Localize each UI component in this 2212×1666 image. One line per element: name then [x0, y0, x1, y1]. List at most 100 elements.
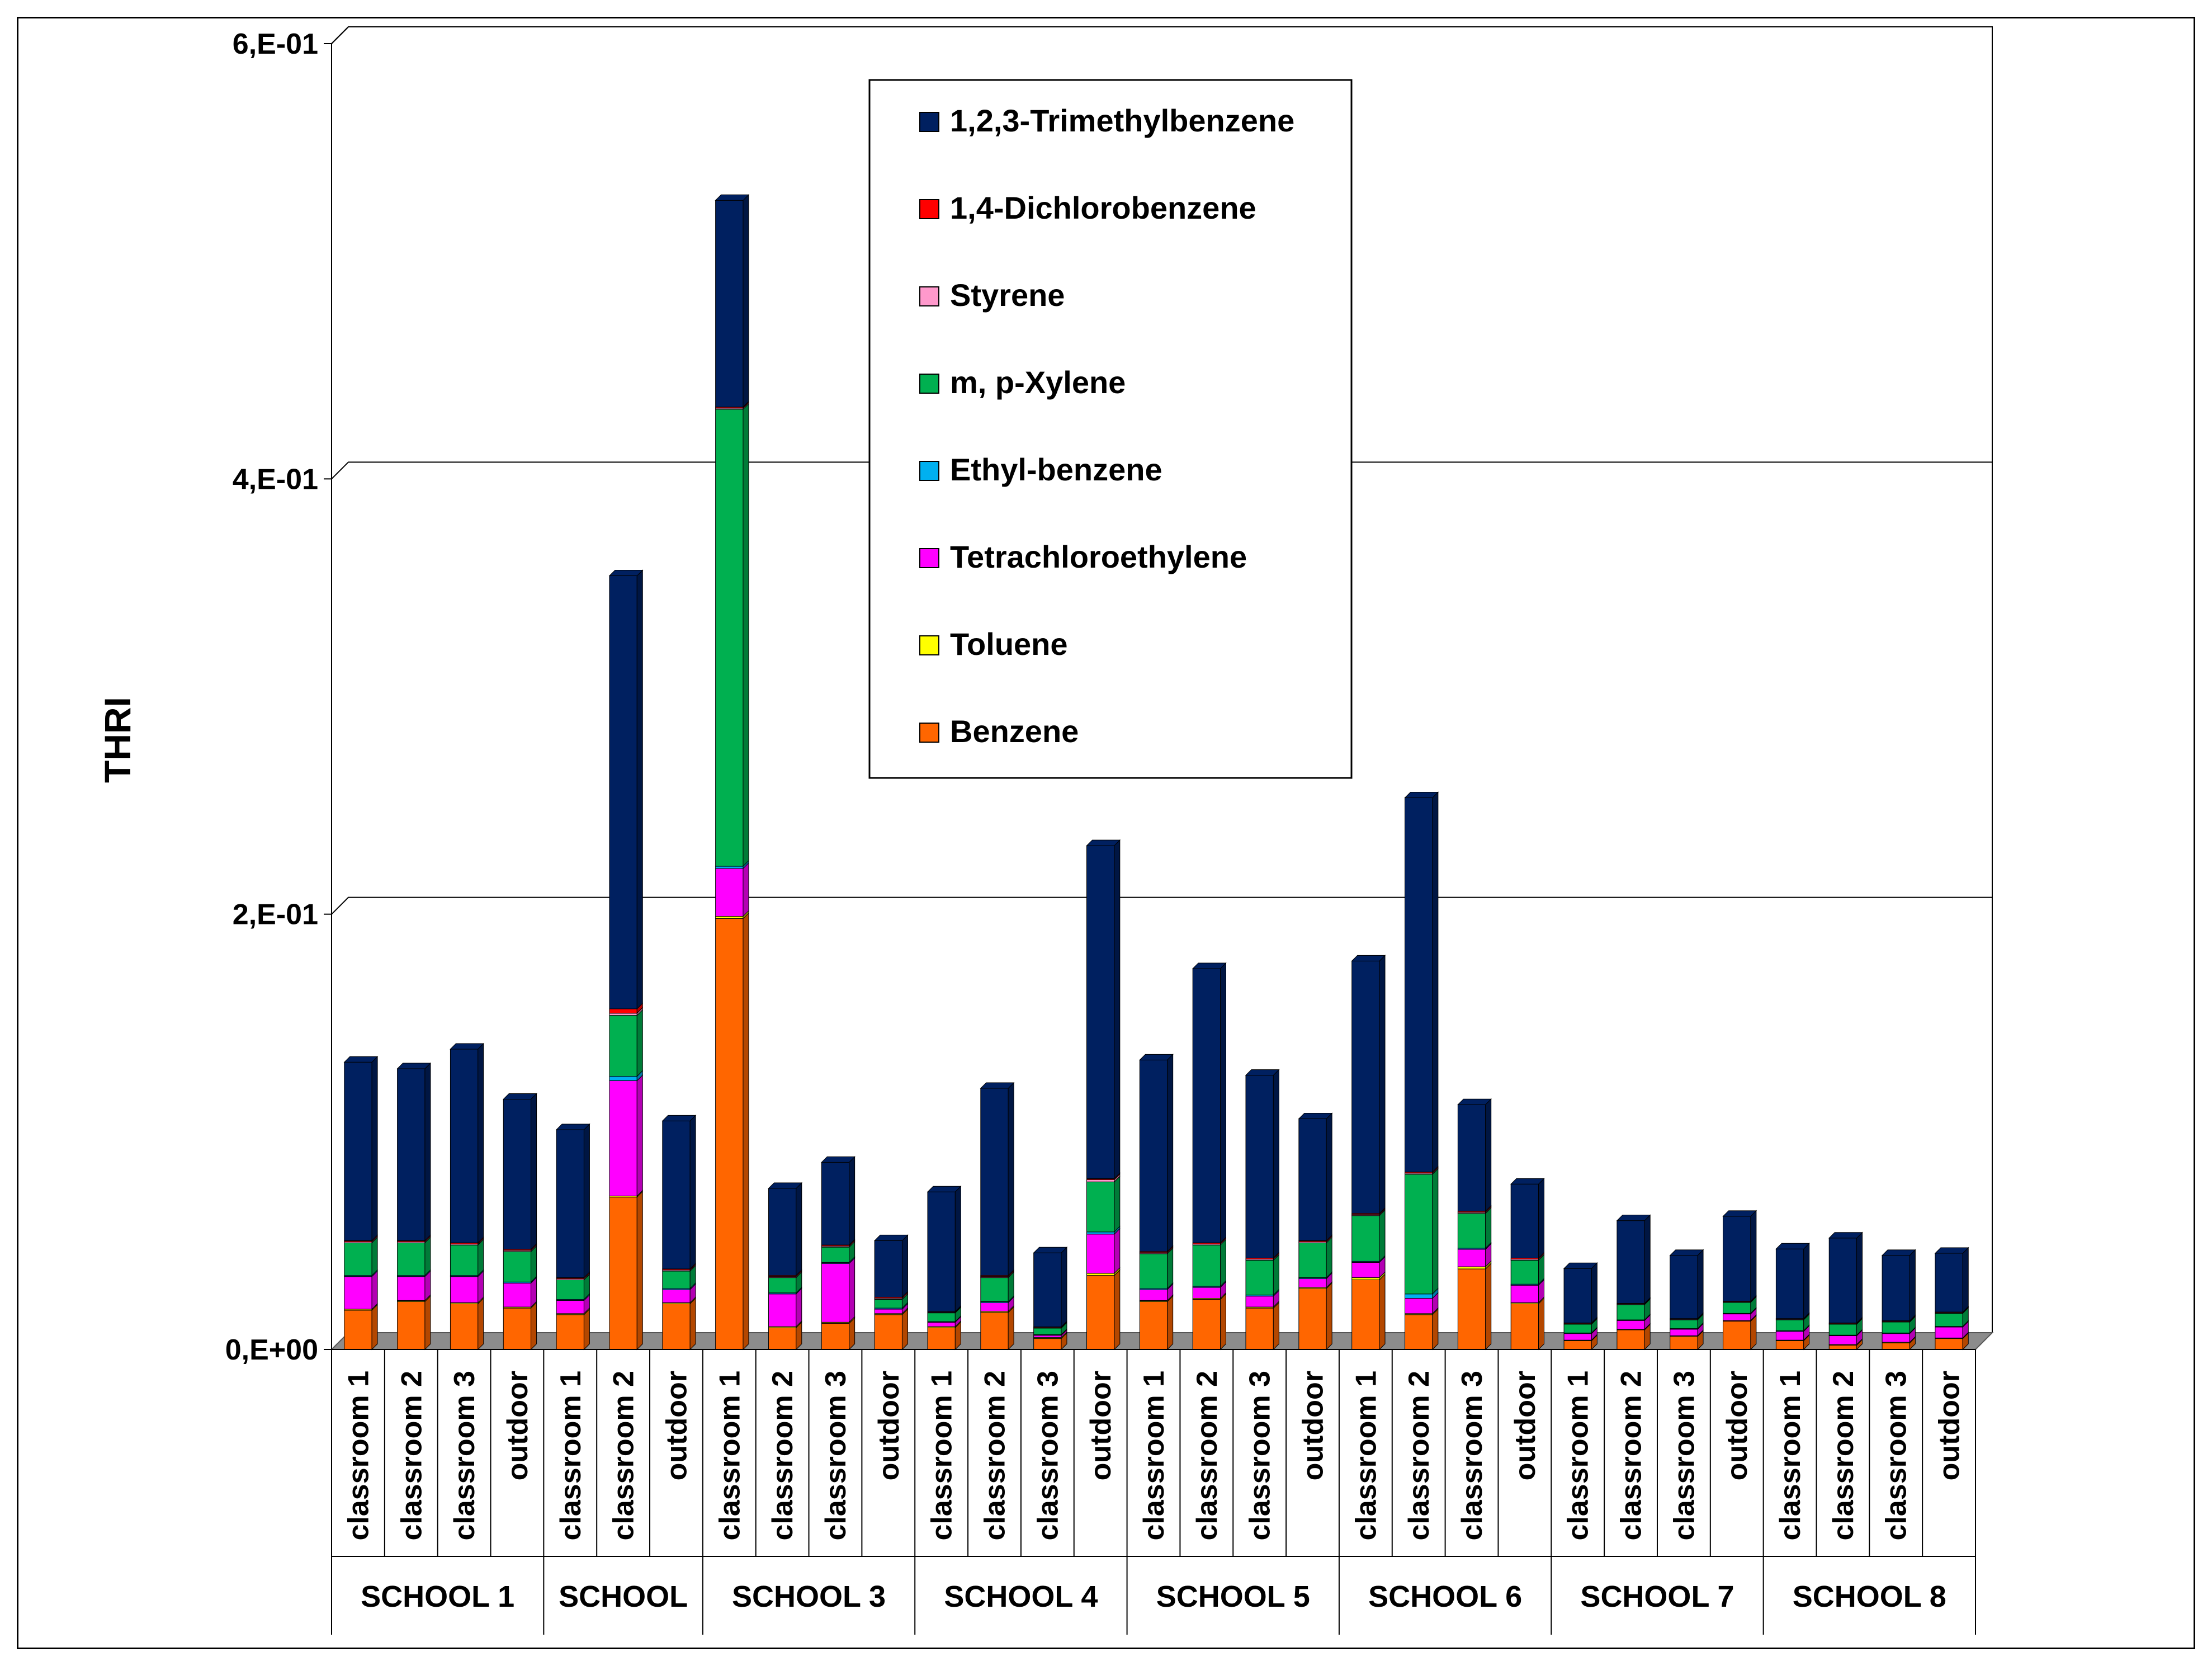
x-category-label: classroom 2: [1191, 1371, 1223, 1541]
legend-swatch: [919, 723, 939, 743]
bar-segment: [1882, 1255, 1910, 1322]
bar-segment: [1617, 1220, 1645, 1304]
bar-segment: [1723, 1216, 1751, 1302]
bar-segment: [503, 1098, 532, 1250]
bar-segment: [1086, 1273, 1115, 1276]
legend-label: 1,4-Dichlorobenzene: [950, 190, 1256, 225]
legend-swatch: [919, 112, 939, 132]
x-category-label: classroom 1: [342, 1371, 375, 1541]
bar-top: [1033, 1247, 1068, 1253]
bar-segment-side: [954, 1186, 961, 1313]
x-category-label: outdoor: [1509, 1371, 1542, 1480]
bar-segment: [1723, 1302, 1751, 1314]
bar-segment: [344, 1276, 372, 1310]
bar-top: [1351, 955, 1386, 961]
bar-segment-side: [1273, 1069, 1279, 1259]
bar-segment: [1775, 1331, 1804, 1341]
bar-top: [1192, 962, 1227, 969]
x-group-label: SCHOOL 7: [1580, 1580, 1734, 1613]
bar-segment: [1617, 1304, 1645, 1320]
bar-segment: [1510, 1285, 1539, 1303]
bar-segment-side: [1167, 1247, 1174, 1290]
bar-segment: [397, 1242, 426, 1276]
bar-top: [1298, 1112, 1333, 1119]
bar-segment: [609, 1008, 637, 1014]
bar-segment: [1192, 1287, 1221, 1299]
bar-segment: [1405, 1314, 1433, 1350]
bar-segment: [1351, 1262, 1380, 1278]
bar-segment: [1882, 1322, 1910, 1333]
bar-segment: [1405, 1298, 1433, 1314]
bar-segment: [1351, 1279, 1380, 1350]
x-group-label: SCHOOL: [559, 1580, 688, 1613]
bar-segment-side: [424, 1236, 431, 1276]
bar-segment-side: [743, 912, 749, 1351]
bar-segment-side: [1379, 1273, 1386, 1351]
x-category-label: outdoor: [1085, 1371, 1117, 1480]
bar-segment-side: [743, 862, 749, 917]
y-axis: 0,E+00 2,E-01 4,E-01 6,E-01: [225, 26, 349, 1366]
bar-top: [715, 194, 750, 201]
bar-segment-side: [478, 1297, 484, 1351]
bar-segment: [556, 1279, 584, 1300]
gridline: [331, 461, 1992, 480]
bar-top: [768, 1182, 802, 1189]
bar-segment-side: [1644, 1214, 1651, 1304]
bar-segment: [1563, 1324, 1592, 1333]
bar-segment: [662, 1289, 691, 1303]
bar-segment: [609, 1013, 637, 1016]
legend-swatch: [919, 635, 939, 655]
bar-segment-side: [1538, 1178, 1545, 1259]
x-category-label: classroom 1: [1562, 1371, 1595, 1541]
legend-box: [868, 79, 1353, 779]
bar-segment: [1935, 1338, 1963, 1350]
bar-segment: [927, 1313, 956, 1322]
bar-top: [980, 1082, 1015, 1089]
x-category-label: classroom 3: [1032, 1371, 1064, 1541]
bar-segment: [1351, 960, 1380, 1214]
bar-segment: [397, 1068, 426, 1241]
bar-segment-side: [689, 1115, 696, 1270]
bar-segment: [1192, 1244, 1221, 1287]
bar-segment-side: [1803, 1242, 1810, 1319]
bar-segment: [1033, 1338, 1062, 1350]
stacked-bar-chart: 0,E+002,E-014,E-016,E-01 classroom 1 clas…: [97, 26, 1994, 1635]
bar-segment-side: [689, 1297, 696, 1351]
bar-top: [396, 1063, 432, 1069]
bar-segment-side: [636, 1074, 643, 1197]
bar-segment-side: [1538, 1297, 1545, 1351]
bar-segment: [1775, 1340, 1804, 1350]
bar-segment: [1457, 1266, 1486, 1269]
bar-segment: [450, 1303, 479, 1350]
bar-segment: [768, 1327, 797, 1350]
bar-segment: [1935, 1253, 1963, 1313]
bar-segment: [1245, 1259, 1274, 1296]
bar-segment-side: [1750, 1210, 1757, 1302]
bar-segment-side: [531, 1245, 537, 1283]
bar-segment-side: [1485, 1098, 1492, 1212]
bar-segment: [1298, 1288, 1327, 1350]
bar-segment: [1351, 1277, 1380, 1280]
bar-segment: [1723, 1314, 1751, 1321]
bar-segment-side: [583, 1123, 590, 1278]
bar-segment-side: [636, 1191, 643, 1351]
bar-segment: [768, 1188, 797, 1276]
bar-segment-side: [901, 1308, 908, 1351]
x-category-label: classroom 2: [395, 1371, 428, 1541]
legend-swatch: [919, 286, 939, 306]
bar-segment: [768, 1277, 797, 1294]
bar-segment: [715, 868, 744, 917]
bar-segment: [1351, 1215, 1380, 1262]
bar-segment: [1139, 1059, 1168, 1252]
bar-segment-side: [371, 1056, 378, 1242]
bar-segment: [1298, 1242, 1327, 1278]
bar-segment: [1670, 1319, 1698, 1329]
legend-label: Toluene: [950, 626, 1068, 662]
bar-segment: [980, 1277, 1009, 1302]
bar-segment: [662, 1120, 691, 1269]
bar-segment-side: [743, 403, 749, 867]
x-category-label: outdoor: [1721, 1371, 1753, 1480]
legend-swatch: [919, 461, 939, 481]
bar-segment: [397, 1276, 426, 1301]
bar-segment: [1828, 1324, 1857, 1335]
